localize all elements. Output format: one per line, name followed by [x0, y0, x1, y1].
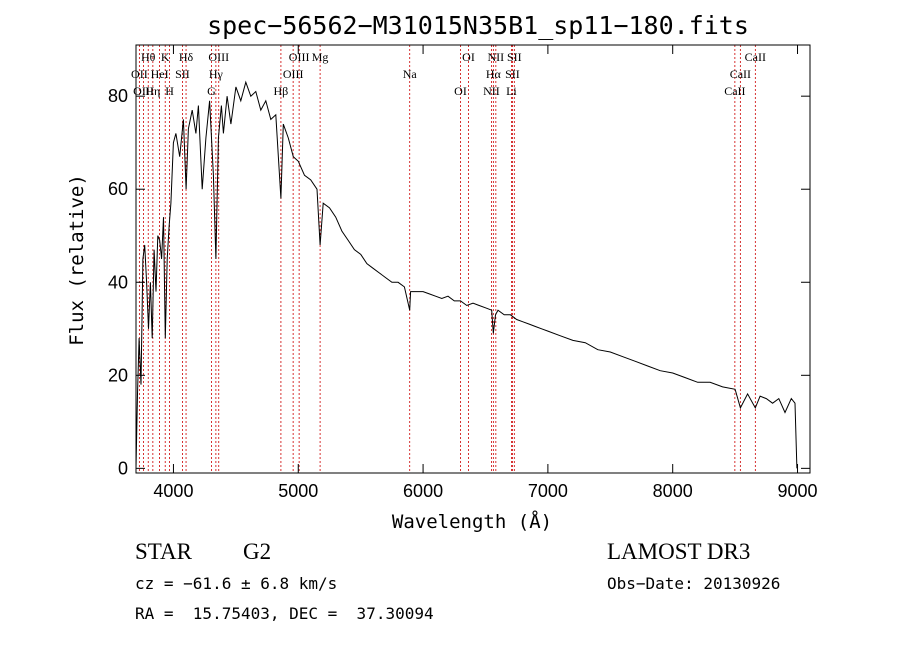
line-label: G	[207, 84, 216, 98]
y-tick-label: 40	[108, 272, 128, 292]
y-axis-label: Flux (relative)	[66, 174, 88, 346]
line-label: OIII	[133, 84, 154, 98]
line-label: Hδ	[179, 50, 194, 64]
y-tick-label: 0	[118, 458, 128, 478]
line-markers	[138, 45, 756, 473]
y-tick-label: 80	[108, 86, 128, 106]
x-tick-label: 6000	[403, 481, 443, 501]
x-tick-label: 5000	[278, 481, 318, 501]
line-label: SII	[175, 67, 190, 81]
x-axis-ticks: 4000 5000 6000 7000 8000 9000	[153, 45, 818, 501]
line-label: OI	[462, 50, 475, 64]
line-label: Mg	[312, 50, 329, 64]
line-label: CaII	[745, 50, 766, 64]
x-tick-label: 9000	[777, 481, 817, 501]
line-label: OII	[131, 67, 148, 81]
line-label: Hη	[145, 84, 160, 98]
x-tick-label: 4000	[153, 481, 193, 501]
line-label: K	[161, 50, 170, 64]
line-label: OIII	[289, 50, 310, 64]
x-tick-label: 7000	[528, 481, 568, 501]
line-label: SII	[507, 50, 522, 64]
line-label: Hγ	[209, 67, 224, 81]
coordinates: RA = 15.75403, DEC = 37.30094	[135, 604, 434, 623]
object-class: STAR	[135, 539, 192, 564]
line-label: Hα	[486, 67, 502, 81]
object-subclass: G2	[243, 539, 272, 564]
line-label: CaII	[730, 67, 751, 81]
redshift-info: cz = −61.6 ± 6.8 km/s	[135, 574, 338, 593]
line-label: OI	[454, 84, 467, 98]
y-axis-ticks: 0 20 40 60 80	[108, 86, 810, 478]
line-label: CaII	[724, 84, 745, 98]
line-label: NII	[483, 84, 500, 98]
x-tick-label: 8000	[653, 481, 693, 501]
line-label: NII	[488, 50, 505, 64]
observation-date: Obs−Date: 20130926	[607, 574, 781, 593]
line-label: Na	[403, 67, 418, 81]
line-label: Hθ	[141, 50, 156, 64]
x-axis-label: Wavelength (Å)	[392, 510, 552, 533]
line-label: Hβ	[274, 84, 289, 98]
plot-frame	[135, 44, 811, 474]
y-tick-label: 60	[108, 179, 128, 199]
line-label: OIII	[283, 67, 304, 81]
line-label: Li	[506, 84, 517, 98]
y-tick-label: 20	[108, 365, 128, 385]
line-label: H	[165, 84, 174, 98]
survey-name: LAMOST DR3	[607, 539, 751, 564]
chart-title: spec−56562−M31015N35B1_sp11−180.fits	[207, 11, 749, 40]
line-label: SII	[505, 67, 520, 81]
spectrum-line	[135, 80, 798, 469]
line-label: OIII	[208, 50, 229, 64]
line-label: HeI	[151, 67, 169, 81]
line-labels: HθOIIOIIIKHeIHηHδSIIHOIIIHγGOIIIOIIIHβMg…	[131, 50, 766, 98]
